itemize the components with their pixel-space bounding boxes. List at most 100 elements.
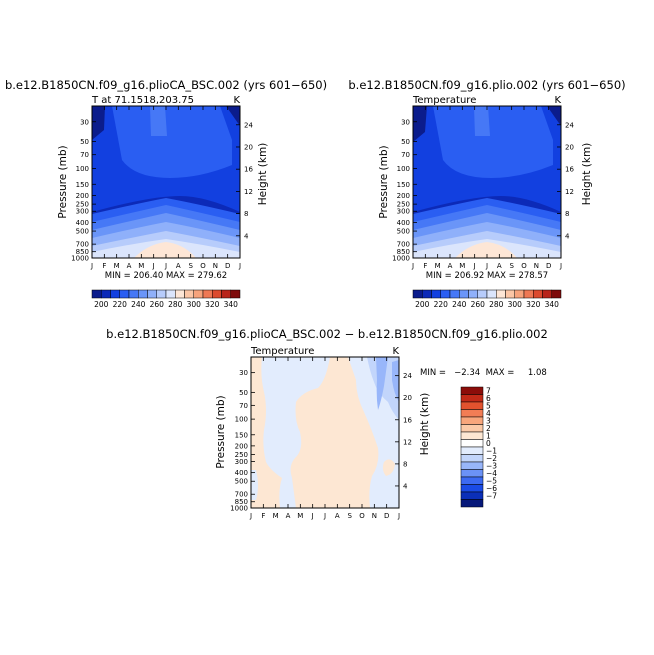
colorbar-box [460, 469, 484, 478]
colorbar-box [460, 416, 484, 425]
y-tick-label: 100 [397, 165, 410, 173]
colorbar-box [175, 289, 185, 299]
colorbar-label: 4 [486, 409, 491, 418]
y-right-tick-label: 4 [244, 232, 249, 240]
panel-right-subtitle: Temperature [412, 95, 476, 106]
colorbar-box [460, 499, 484, 508]
y-tick-label: 300 [76, 208, 89, 216]
colorbar-label: 280 [489, 300, 504, 309]
axes: J F M A M J J A S O N D J305070100150200250300400500… [230, 357, 412, 520]
colorbar-box [460, 439, 484, 448]
x-tick-label: M [297, 512, 303, 520]
panel-left-minmax: MIN = 206.40 MAX = 279.62 [105, 271, 227, 281]
panel-right-ylabel: Pressure (mb) [378, 145, 390, 218]
contour-fill-band-3 [150, 106, 167, 136]
x-tick-label: A [448, 262, 453, 270]
y-right-tick-label: 16 [244, 166, 253, 174]
x-tick-label: S [347, 512, 352, 520]
x-tick-label: J [152, 262, 155, 270]
contour-fill-band-4 [413, 106, 427, 142]
x-tick-label: F [261, 512, 265, 520]
y-tick-label: 850 [235, 498, 248, 506]
contour-fill-band-1 [261, 357, 330, 508]
x-tick-label: D [384, 512, 389, 520]
y-tick-label: 500 [235, 478, 248, 486]
panel-right-colorbar: 200 220 240 260 280 300 320 340 [412, 289, 562, 309]
y-tick-label: 300 [235, 458, 248, 466]
x-tick-label: O [359, 512, 365, 520]
x-tick-label: J [249, 512, 252, 520]
panel-diff-subtitle: Temperature [250, 346, 314, 357]
colorbar-label: 3 [486, 416, 491, 425]
colorbar-label: 6 [486, 394, 491, 403]
colorbar-label: 300 [187, 300, 202, 309]
panel-right-title: b.e12.B1850CN.f09_g16.plio.002 (yrs 601−… [348, 78, 625, 92]
contour-fill-band-3 [474, 106, 490, 136]
colorbar-box [460, 424, 484, 433]
x-tick-label: A [127, 262, 132, 270]
colorbar-box [422, 289, 432, 299]
colorbar-label: 1 [486, 431, 491, 440]
y-tick-label: 30 [401, 118, 410, 126]
y-tick-label: 250 [235, 451, 248, 459]
x-tick-label: J [323, 512, 326, 520]
panel-diff-title: b.e12.B1850CN.f09_g16.plioCA_BSC.002 − b… [106, 327, 548, 341]
y-right-tick-label: 4 [565, 232, 570, 240]
y-right-tick-label: 24 [244, 121, 253, 129]
contour-fill-band-2 [112, 106, 232, 178]
y-tick-label: 250 [76, 201, 89, 209]
colorbar-label: 340 [224, 300, 239, 309]
y-tick-label: 100 [76, 165, 89, 173]
colorbar-box [460, 484, 484, 493]
colorbar-label: 260 [471, 300, 486, 309]
colorbar-box [193, 289, 204, 299]
panel-diff-contours [251, 357, 399, 508]
colorbar-box [468, 289, 478, 299]
y-tick-label: 700 [76, 241, 89, 249]
x-tick-label: M [459, 262, 465, 270]
colorbar-box [184, 289, 194, 299]
panel-right-contours [413, 106, 561, 258]
colorbar-box [412, 289, 423, 299]
x-tick-label: F [423, 262, 427, 270]
y-tick-label: 500 [76, 228, 89, 236]
contour-fill-band-6 [382, 459, 395, 476]
x-tick-label: J [164, 262, 167, 270]
contour-fill-band-12 [455, 242, 517, 258]
y-right-tick-label: 16 [565, 166, 574, 174]
x-tick-label: N [534, 262, 539, 270]
colorbar-label: 220 [113, 300, 128, 309]
panel-diff-ylabel: Pressure (mb) [215, 395, 227, 468]
colorbar-label: 7 [486, 386, 491, 395]
x-tick-label: J [311, 512, 314, 520]
panel-diff-ylabel-right: Height (km) [419, 393, 431, 456]
contour-fill-band-7 [251, 470, 258, 500]
colorbar-box [460, 461, 484, 470]
colorbar-box [440, 289, 451, 299]
y-tick-label: 50 [239, 389, 248, 397]
panel-right-ylabel-right: Height (km) [581, 143, 593, 206]
y-right-tick-label: 20 [403, 394, 412, 402]
y-tick-label: 700 [397, 241, 410, 249]
x-tick-label: S [188, 262, 193, 270]
colorbar-box [523, 289, 534, 299]
y-tick-label: 250 [397, 201, 410, 209]
panel-right-minmax: MIN = 206.92 MAX = 278.57 [426, 271, 548, 281]
colorbar-label: 320 [526, 300, 541, 309]
colorbar-label: 2 [486, 424, 491, 433]
colorbar-label: −1 [486, 446, 497, 455]
y-tick-label: 400 [76, 219, 89, 227]
colorbar-box [551, 289, 562, 299]
y-tick-label: 150 [235, 431, 248, 439]
contour-fill-band-4 [376, 357, 388, 410]
colorbar-label: −2 [486, 454, 497, 463]
x-tick-label: N [372, 512, 377, 520]
x-tick-label: A [335, 512, 340, 520]
x-tick-label: J [473, 262, 476, 270]
x-tick-label: A [497, 262, 502, 270]
panel-right: b.e12.B1850CN.f09_g16.plio.002 (yrs 601−… [348, 78, 625, 309]
y-tick-label: 70 [239, 402, 248, 410]
colorbar-box [119, 289, 130, 299]
colorbar-label: 0 [486, 439, 491, 448]
colorbar-label: 300 [508, 300, 523, 309]
